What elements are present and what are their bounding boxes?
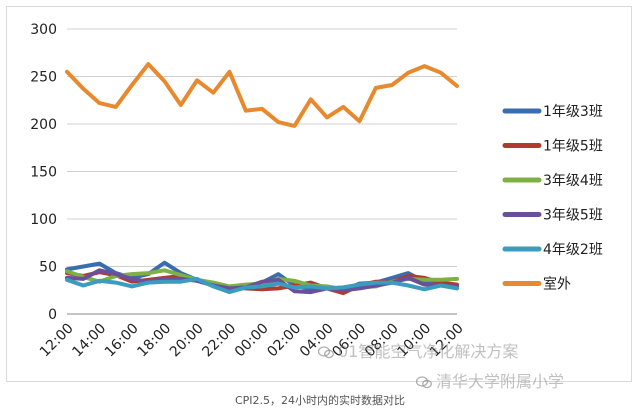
line-chart: 0 50 100 150 200 250 300 12:0014:0016:0018:0020…: [30, 22, 603, 360]
x-tick-label: 16:00: [102, 320, 142, 360]
chart-caption: CPI2.5，24小时内的实时数据对比: [234, 394, 406, 407]
y-tick-label: 0: [48, 307, 57, 323]
y-tick-label: 300: [30, 22, 57, 38]
watermark-line-2: 清华大学附属小学: [436, 372, 565, 391]
y-tick-label: 50: [39, 260, 57, 276]
watermark-line-1: 01智能空气净化解决方案: [338, 342, 519, 361]
y-tick-label: 200: [30, 117, 57, 133]
y-tick-label: 150: [30, 165, 57, 181]
x-tick-label: 02:00: [264, 320, 304, 360]
x-tick-label: 20:00: [167, 320, 207, 360]
x-tick-label: 14:00: [69, 320, 109, 360]
y-tick-label: 100: [30, 212, 57, 228]
legend-label-4: 4年级2班: [543, 242, 603, 258]
legend-label-2: 3年级4班: [543, 173, 603, 189]
legend-label-1: 1年级5班: [543, 139, 603, 155]
y-tick-label: 250: [30, 70, 57, 86]
x-tick-label: 00:00: [232, 320, 272, 360]
legend-label-0: 1年级3班: [543, 104, 603, 120]
axes: 0 50 100 150 200 250 300 12:0014:0016:0018:0020…: [30, 22, 466, 360]
legend-label-5: 室外: [543, 276, 571, 293]
legend-label-3: 3年级5班: [543, 208, 603, 224]
x-tick-label: 18:00: [134, 320, 174, 360]
wechat-icon: [318, 346, 334, 359]
series-lines: [65, 62, 459, 296]
series-line-4: [65, 276, 459, 295]
chart-frame: 0 50 100 150 200 250 300 12:00 14:00 16:00 18:00 20…: [6, 6, 632, 382]
wechat-icon-2: [416, 376, 432, 389]
series-line-5: [65, 62, 459, 128]
x-tick-label: 22:00: [199, 320, 239, 360]
watermark-text-2: 清华大学附属小学: [416, 368, 564, 392]
x-tick-label: 12:00: [37, 320, 77, 360]
watermark-text: 01智能空气净化解决方案: [318, 338, 518, 362]
gridlines: [67, 28, 457, 315]
